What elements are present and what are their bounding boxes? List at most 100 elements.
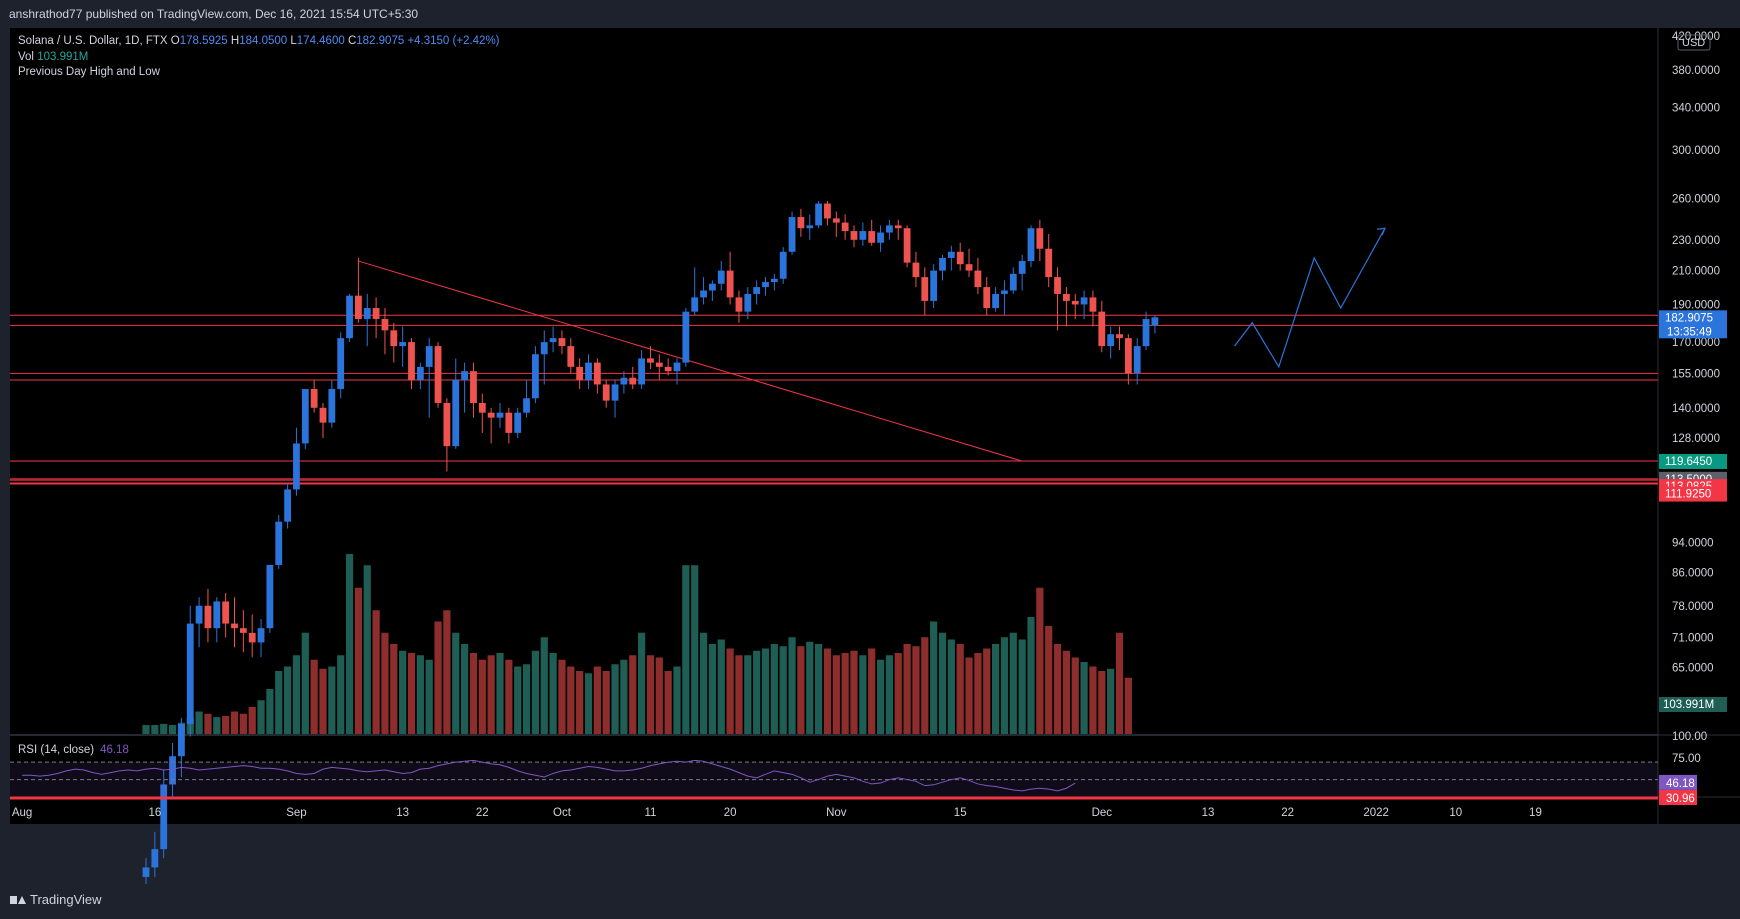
volume-bar: [682, 565, 690, 734]
candle-body: [806, 225, 814, 229]
candle-body: [868, 231, 876, 243]
candle-body: [151, 849, 159, 868]
price-chart[interactable]: 420.0000 380.0000 340.0000 300.0000 260.0000…: [0, 28, 1740, 884]
volume-bar: [487, 655, 495, 734]
candle-body: [1080, 297, 1088, 305]
rsi-marker-bg: [1659, 790, 1697, 805]
volume-bar: [735, 655, 743, 734]
volume-bar: [292, 655, 301, 734]
high-label: H: [230, 35, 240, 47]
rsi-label[interactable]: RSI (14, close): [18, 744, 95, 756]
candle-body: [1151, 317, 1159, 326]
volume-bar: [390, 644, 398, 734]
volume-bar: [1027, 617, 1035, 734]
volume-bar: [903, 644, 911, 734]
footer-bar: [0, 884, 1740, 919]
candle-body: [593, 362, 601, 385]
candle-body: [514, 412, 522, 433]
price-tick-label: 170.0000: [1672, 337, 1720, 349]
candle-body: [523, 398, 530, 413]
volume-bar: [549, 653, 557, 734]
volume-bar: [1018, 639, 1026, 734]
volume-bar: [1115, 632, 1124, 734]
volume-bar: [469, 653, 478, 734]
candle-body: [974, 270, 982, 288]
volume-bar: [1009, 632, 1017, 734]
volume-bar: [540, 637, 548, 734]
candle-body: [293, 443, 300, 490]
candle-body: [983, 287, 991, 309]
price-tick-label: 300.0000: [1672, 145, 1720, 157]
price-tick-label: 71.0000: [1672, 633, 1714, 645]
candle-body: [903, 228, 911, 263]
volume-bar: [452, 632, 460, 734]
price-label-bg: [1659, 486, 1727, 502]
currency-label: USD: [1682, 37, 1705, 49]
volume-bar: [151, 725, 159, 734]
time-tick-label: Dec: [1092, 807, 1113, 819]
volume-bar: [425, 659, 433, 734]
candle-body: [664, 366, 672, 372]
candle-body: [744, 293, 752, 312]
volume-bar: [416, 655, 424, 734]
volume-bar: [142, 725, 150, 734]
volume-bar: [531, 650, 539, 734]
price-tick-label: 128.0000: [1672, 433, 1720, 445]
time-tick-label: 10: [1449, 807, 1462, 819]
rsi-marker-label: 30.96: [1666, 793, 1695, 805]
volume-bar: [806, 641, 814, 734]
volume-bar: [1080, 662, 1088, 734]
time-tick-label: 20: [724, 807, 737, 819]
candle-body: [346, 295, 353, 339]
volume-bar: [1000, 637, 1009, 734]
low-value: 174.4600: [296, 35, 345, 47]
vol-label[interactable]: Vol: [18, 50, 34, 63]
time-tick-label: 13: [396, 807, 409, 819]
projection-path: [1234, 227, 1386, 369]
candle-body: [691, 297, 699, 312]
published-header: anshrathod77 published on TradingView.co…: [0, 0, 1740, 28]
volume-bar: [1036, 587, 1044, 734]
candle-body: [567, 346, 575, 367]
volume-bar: [443, 610, 451, 734]
volume-bars: [142, 554, 1132, 734]
volume-bar: [522, 664, 531, 734]
volume-bar: [1124, 677, 1132, 734]
time-tick-label: Aug: [12, 807, 32, 819]
price-tick-label: 140.0000: [1672, 403, 1720, 415]
volume-bar: [301, 632, 309, 734]
price-tick-label: 65.0000: [1672, 662, 1714, 674]
volume-bar: [275, 671, 283, 734]
candle-body: [461, 371, 468, 380]
volume-bar: [1053, 644, 1062, 734]
candle-body: [1071, 300, 1079, 305]
time-tick-label: Sep: [286, 807, 306, 819]
candle-body: [602, 384, 610, 401]
volume-bar: [558, 659, 566, 734]
countdown-label: 13:35:49: [1667, 326, 1712, 338]
volume-bar: [1045, 626, 1053, 734]
symbol-title[interactable]: Solana / U.S. Dollar, 1D, FTX: [18, 35, 168, 47]
indicator-label[interactable]: Previous Day High and Low: [18, 66, 160, 78]
volume-bar: [876, 659, 885, 734]
volume-bar: [266, 689, 274, 734]
time-axis: [10, 797, 1658, 824]
volume-bar: [930, 621, 938, 734]
candle-body: [1009, 273, 1017, 291]
candle-body: [425, 346, 433, 367]
volume-bar: [841, 653, 849, 734]
volume-bar: [248, 707, 256, 734]
time-tick-label: 11: [644, 807, 656, 819]
volume-bar: [974, 653, 982, 734]
volume-bar: [407, 653, 416, 734]
tradingview-logo[interactable]: TradingView: [10, 892, 102, 907]
candle-body: [1133, 346, 1141, 374]
candle-body: [549, 338, 557, 343]
volume-bar: [1062, 650, 1070, 734]
open-label: O: [170, 35, 180, 47]
volume-bar: [567, 666, 575, 734]
close-label: C: [347, 35, 357, 47]
rsi-tick-label: 75.00: [1672, 753, 1701, 765]
candle-body: [726, 270, 734, 298]
candle-body: [1124, 338, 1132, 374]
